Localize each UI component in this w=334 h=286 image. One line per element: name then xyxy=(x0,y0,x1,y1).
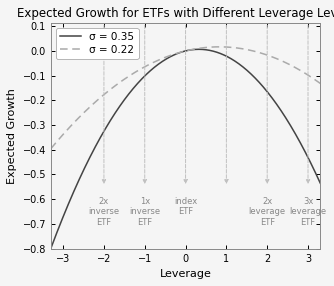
σ = 0.22 xyxy=(118,80,122,84)
σ = 0.22 xyxy=(229,46,233,49)
Line: σ = 0.22: σ = 0.22 xyxy=(51,47,320,149)
X-axis label: Leverage: Leverage xyxy=(160,269,211,279)
Text: 2x
inverse
ETF: 2x inverse ETF xyxy=(89,197,120,227)
Line: σ = 0.35: σ = 0.35 xyxy=(51,49,320,249)
σ = 0.35 xyxy=(252,75,256,79)
σ = 0.35 xyxy=(97,139,101,142)
σ = 0.22 xyxy=(208,45,212,49)
Y-axis label: Expected Growth: Expected Growth xyxy=(7,88,17,184)
Legend: σ = 0.35, σ = 0.22: σ = 0.35, σ = 0.22 xyxy=(56,28,139,59)
σ = 0.35 xyxy=(229,57,233,61)
σ = 0.35 xyxy=(197,47,201,51)
Text: index
ETF: index ETF xyxy=(174,197,197,216)
σ = 0.35 xyxy=(49,247,53,250)
σ = 0.22 xyxy=(318,82,322,85)
σ = 0.22 xyxy=(97,98,101,101)
Title: Expected Growth for ETFs with Different Leverage Levels: Expected Growth for ETFs with Different … xyxy=(17,7,334,20)
σ = 0.22 xyxy=(49,147,53,150)
σ = 0.35 xyxy=(118,104,122,107)
σ = 0.35 xyxy=(318,181,322,185)
σ = 0.35 xyxy=(208,49,212,52)
σ = 0.22 xyxy=(252,49,256,53)
σ = 0.22 xyxy=(171,53,175,56)
Text: 3x
leverage
ETF: 3x leverage ETF xyxy=(290,197,327,227)
Text: 2x
leverage
ETF: 2x leverage ETF xyxy=(248,197,286,227)
σ = 0.22 xyxy=(217,45,221,49)
Text: 1x
inverse
ETF: 1x inverse ETF xyxy=(129,197,160,227)
σ = 0.35 xyxy=(171,54,175,57)
